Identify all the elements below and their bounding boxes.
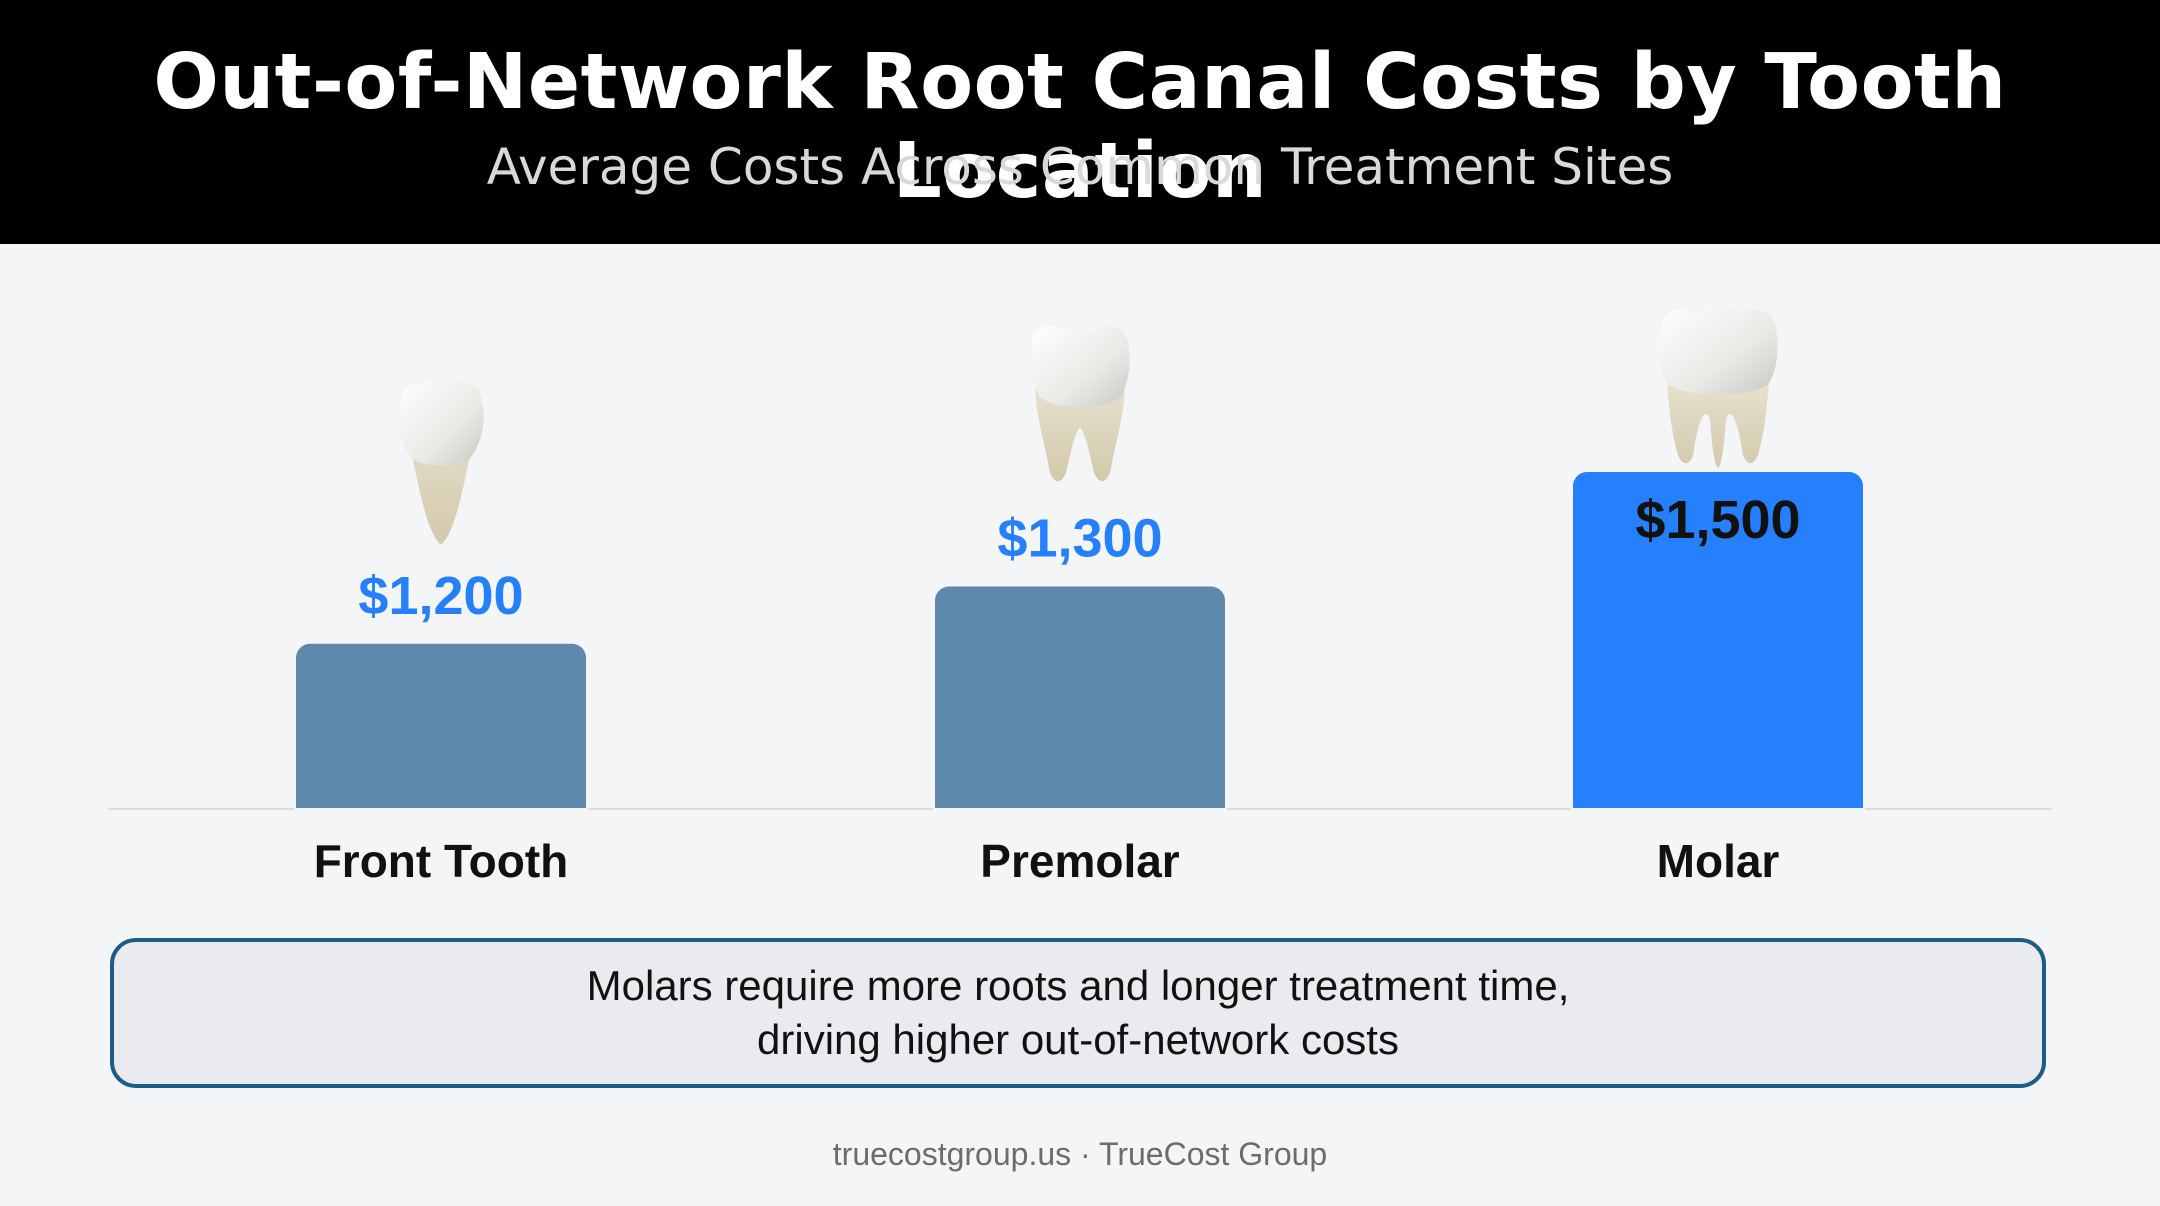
callout-line-1: Molars require more roots and longer tre… bbox=[586, 962, 1570, 1009]
bar-front-tooth bbox=[296, 643, 586, 822]
page-title: Out-of-Network Root Canal Costs by Tooth… bbox=[153, 38, 2007, 216]
value-label: $1,500 bbox=[1635, 490, 1800, 550]
incisor-tooth-icon bbox=[398, 380, 484, 545]
bar-base-mask bbox=[1571, 808, 1865, 824]
header-banner: Out-of-Network Root Canal Costs by Tooth… bbox=[0, 0, 2160, 244]
premolar-tooth-icon bbox=[1030, 325, 1130, 482]
footer-source: truecostgroup.us · TrueCost Group bbox=[832, 1136, 1328, 1172]
callout-line-2: driving higher out-of-network costs bbox=[757, 1016, 1399, 1063]
page-subtitle: Average Costs Across Common Treatment Si… bbox=[486, 138, 1674, 196]
category-label: Front Tooth bbox=[314, 835, 569, 887]
category-label: Premolar bbox=[980, 835, 1180, 887]
category-label: Molar bbox=[1657, 835, 1780, 887]
bar-chart: $1,200 Front Tooth $1,300 Premolar $1,500 Mol… bbox=[108, 305, 2052, 887]
bar-molar bbox=[1573, 472, 1863, 822]
bar-base-mask bbox=[933, 808, 1227, 824]
molar-tooth-icon bbox=[1658, 305, 1778, 468]
value-label: $1,300 bbox=[997, 509, 1162, 569]
value-label: $1,200 bbox=[358, 566, 523, 626]
bar-base-mask bbox=[294, 808, 588, 824]
insight-callout: Molars require more roots and longer tre… bbox=[110, 938, 2046, 1088]
bar-premolar bbox=[935, 586, 1225, 822]
